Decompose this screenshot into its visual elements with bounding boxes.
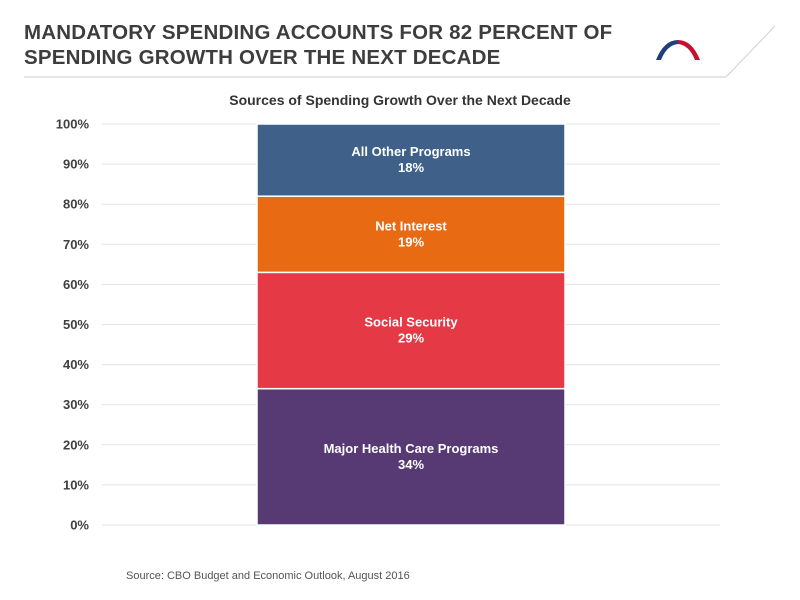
segment-value-label: 34% [398, 457, 424, 472]
segment-value-label: 29% [398, 331, 424, 346]
segment-name-label: Net Interest [375, 218, 447, 233]
y-tick-label: 70% [63, 237, 89, 252]
page-title-line-1: MANDATORY SPENDING ACCOUNTS FOR 82 PERCE… [24, 21, 613, 44]
y-tick-label: 50% [63, 317, 89, 332]
y-tick-label: 0% [70, 518, 89, 533]
y-tick-label: 100% [56, 117, 90, 132]
title-underline [24, 25, 776, 78]
y-tick-label: 40% [63, 357, 89, 372]
source-note: Source: CBO Budget and Economic Outlook,… [126, 570, 410, 582]
chart-title: Sources of Spending Growth Over the Next… [229, 92, 571, 108]
bar-segment-all-other-programs [256, 123, 566, 197]
y-tick-label: 20% [63, 437, 89, 452]
y-tick-label: 90% [63, 157, 89, 172]
page-title-line-2: SPENDING GROWTH OVER THE NEXT DECADE [24, 46, 501, 69]
page-title: MANDATORY SPENDING ACCOUNTS FOR 82 PERCE… [24, 20, 664, 70]
chart-canvas: Sources of Spending Growth Over the Next… [56, 92, 720, 533]
arch-logo-icon [656, 40, 700, 60]
y-tick-label: 10% [63, 477, 89, 492]
segment-name-label: All Other Programs [351, 144, 470, 159]
segment-value-label: 19% [398, 234, 424, 249]
bar-segment-major-health-care-programs [256, 387, 566, 526]
y-tick-label: 60% [63, 277, 89, 292]
stacked-bar-chart: Sources of Spending Growth Over the Next… [0, 84, 800, 544]
y-tick-label: 80% [63, 197, 89, 212]
segment-name-label: Social Security [364, 315, 458, 330]
segment-value-label: 18% [398, 160, 424, 175]
y-tick-label: 30% [63, 397, 89, 412]
segment-name-label: Major Health Care Programs [324, 441, 499, 456]
